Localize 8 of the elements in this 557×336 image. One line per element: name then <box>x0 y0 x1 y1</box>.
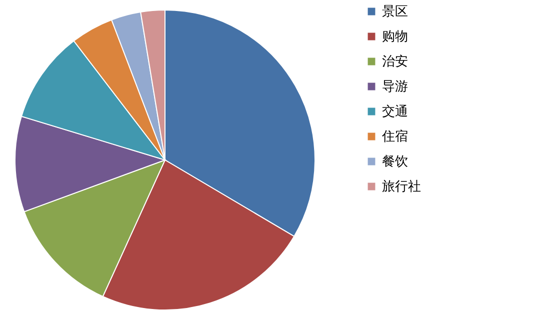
legend-label: 治安 <box>382 54 408 70</box>
legend-label: 餐饮 <box>382 154 408 170</box>
legend-label: 购物 <box>382 30 408 44</box>
legend-label: 住宿 <box>381 128 408 144</box>
legend-label: 景区 <box>382 4 408 20</box>
legend-label: 旅行社 <box>382 180 421 194</box>
legend-label: 交通 <box>382 104 408 120</box>
legend-label: 导游 <box>382 80 408 94</box>
